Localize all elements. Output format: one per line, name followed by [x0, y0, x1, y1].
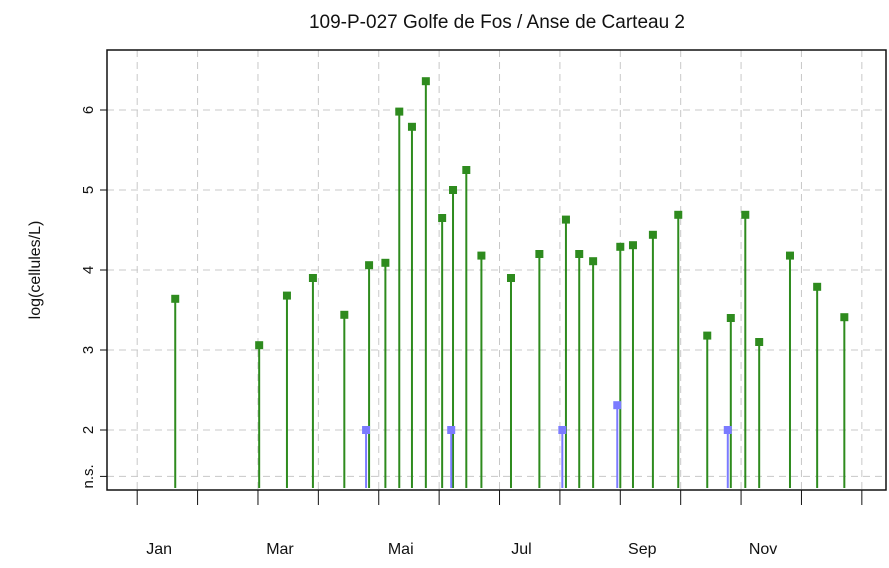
stem-head [282, 291, 291, 300]
stem-head [648, 230, 657, 239]
stem-head [340, 310, 349, 319]
stem-head [365, 261, 374, 270]
x-tick-label: Mar [266, 541, 294, 558]
stem-head [447, 426, 456, 434]
stem-head [381, 258, 390, 267]
stem-head [395, 107, 404, 116]
stem-head [741, 210, 750, 219]
x-tick-label: Jul [511, 541, 531, 558]
plot-frame [106, 49, 887, 491]
stem-head [558, 426, 567, 434]
stem-head [255, 341, 264, 350]
stem-head [449, 186, 458, 194]
stem-head [840, 313, 849, 322]
stem-head [628, 241, 637, 250]
stem-head [438, 214, 447, 222]
y-tick-label: 5 [80, 186, 97, 194]
stem-head [407, 122, 416, 131]
stem-head [308, 274, 317, 282]
y-tick-label: 2 [80, 426, 97, 434]
x-tick-label: Nov [749, 541, 777, 558]
x-tick-label: Mai [388, 541, 414, 558]
stem-head [674, 210, 683, 219]
stem-head [726, 314, 735, 322]
y-tick-label: 6 [80, 106, 97, 114]
stem-head [785, 251, 794, 260]
stem-head [755, 338, 764, 346]
stem-head [723, 426, 732, 434]
stem-head [362, 426, 371, 434]
stem-head [575, 250, 584, 258]
stem-head [462, 166, 471, 174]
stem-head [589, 257, 598, 266]
stem-head [421, 77, 430, 86]
y-tick-label: 4 [80, 266, 97, 274]
stem-head [561, 215, 570, 224]
y-tick-label: n.s. [80, 464, 97, 488]
stem-head [813, 282, 822, 291]
stem-head [171, 294, 180, 303]
x-tick-label: Sep [628, 541, 657, 558]
y-tick-label: 3 [80, 346, 97, 354]
chart-title: 109-P-027 Golfe de Fos / Anse de Carteau… [309, 12, 685, 33]
stem-head [613, 401, 622, 410]
stem-head [535, 250, 544, 258]
stem-head [616, 242, 625, 251]
stem-head [506, 274, 515, 282]
stem-head [703, 331, 712, 340]
y-axis-label: log(cellules/L) [27, 221, 44, 320]
x-tick-label: Jan [146, 541, 172, 558]
stem-head [477, 251, 486, 260]
